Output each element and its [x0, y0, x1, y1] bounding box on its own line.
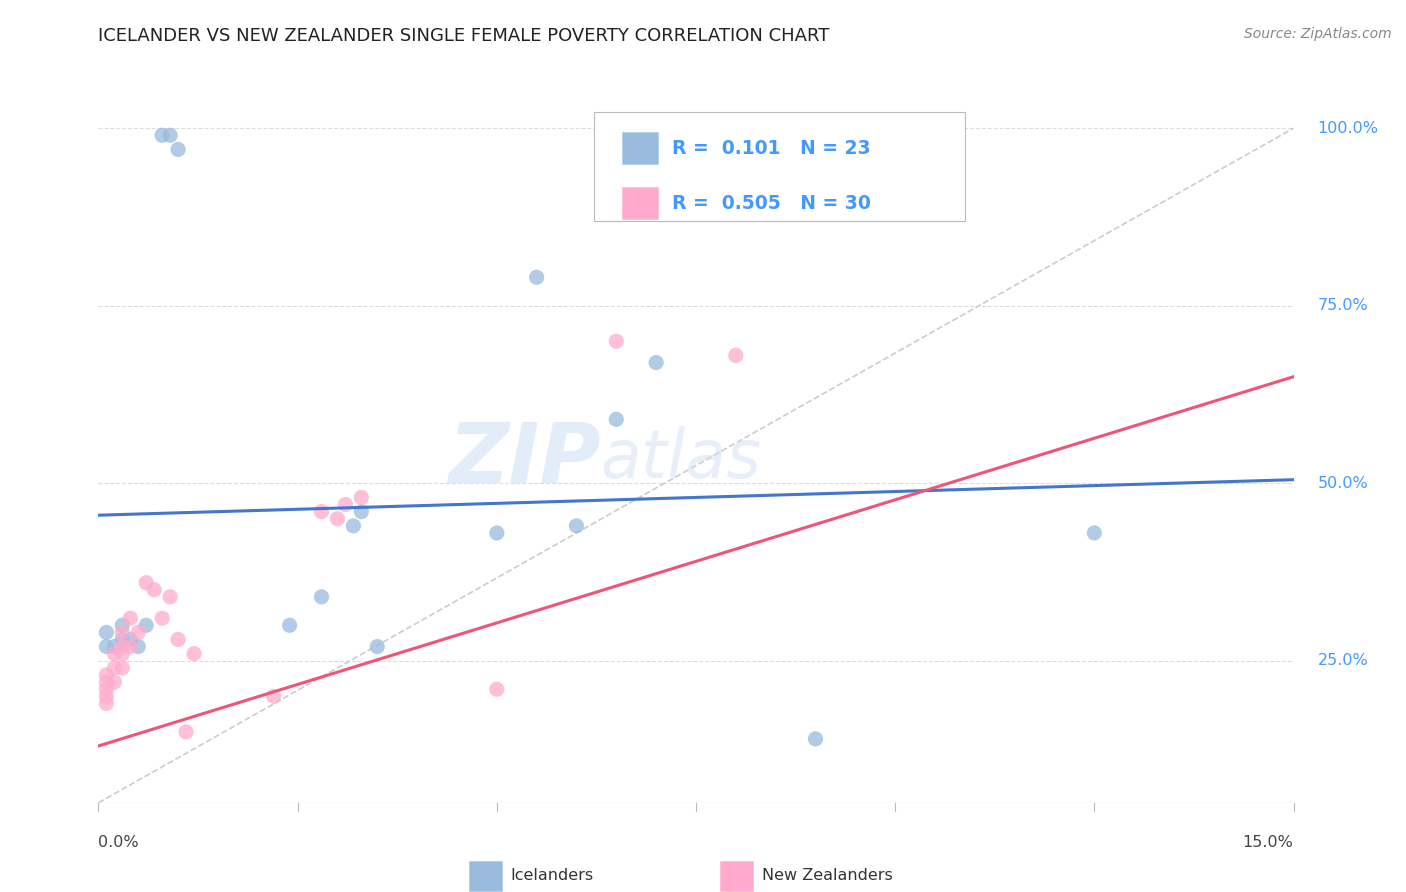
Point: [96, 668, 118, 682]
FancyBboxPatch shape: [621, 187, 658, 219]
Point: [350, 491, 373, 505]
Point: [1083, 525, 1105, 540]
Point: [159, 128, 181, 143]
Point: [127, 625, 149, 640]
Point: [111, 632, 134, 647]
Point: [605, 334, 627, 349]
Point: [183, 647, 205, 661]
Text: R =  0.505   N = 30: R = 0.505 N = 30: [672, 194, 870, 212]
Point: [111, 625, 134, 640]
Text: R =  0.101   N = 23: R = 0.101 N = 23: [672, 138, 870, 158]
Text: ICELANDER VS NEW ZEALANDER SINGLE FEMALE POVERTY CORRELATION CHART: ICELANDER VS NEW ZEALANDER SINGLE FEMALE…: [98, 27, 830, 45]
FancyBboxPatch shape: [470, 862, 502, 890]
Point: [120, 640, 142, 654]
Text: 75.0%: 75.0%: [1317, 298, 1368, 313]
Point: [605, 412, 627, 426]
Point: [96, 690, 118, 704]
Point: [174, 724, 197, 739]
Point: [335, 498, 357, 512]
Point: [311, 505, 333, 519]
Point: [96, 640, 118, 654]
Point: [645, 355, 668, 369]
Point: [278, 618, 301, 632]
Text: Source: ZipAtlas.com: Source: ZipAtlas.com: [1244, 27, 1392, 41]
Point: [111, 661, 134, 675]
Point: [103, 661, 125, 675]
Point: [485, 525, 508, 540]
Text: atlas: atlas: [600, 426, 762, 492]
Point: [143, 582, 166, 597]
Point: [96, 697, 118, 711]
Point: [311, 590, 333, 604]
Point: [135, 618, 157, 632]
Point: [159, 590, 181, 604]
Point: [111, 647, 134, 661]
Point: [724, 348, 747, 362]
Point: [263, 690, 285, 704]
Point: [111, 640, 134, 654]
FancyBboxPatch shape: [595, 112, 965, 221]
FancyBboxPatch shape: [720, 862, 754, 890]
Point: [135, 575, 157, 590]
Text: 50.0%: 50.0%: [1317, 475, 1368, 491]
Point: [96, 625, 118, 640]
Point: [526, 270, 548, 285]
Point: [120, 611, 142, 625]
Point: [103, 675, 125, 690]
Point: [150, 128, 173, 143]
Text: 0.0%: 0.0%: [98, 835, 139, 850]
Point: [167, 632, 190, 647]
Text: 25.0%: 25.0%: [1317, 653, 1368, 668]
Point: [565, 519, 588, 533]
Point: [111, 618, 134, 632]
Text: New Zealanders: New Zealanders: [762, 869, 893, 883]
FancyBboxPatch shape: [621, 132, 658, 164]
Text: ZIP: ZIP: [447, 418, 600, 500]
Point: [366, 640, 388, 654]
Point: [127, 640, 149, 654]
Point: [326, 512, 349, 526]
Point: [350, 505, 373, 519]
Text: 100.0%: 100.0%: [1317, 120, 1378, 136]
Point: [96, 682, 118, 697]
Point: [150, 611, 173, 625]
Text: Icelanders: Icelanders: [510, 869, 593, 883]
Point: [120, 632, 142, 647]
Point: [804, 731, 827, 746]
Point: [167, 143, 190, 157]
Point: [485, 682, 508, 697]
Point: [96, 675, 118, 690]
Point: [103, 647, 125, 661]
Text: 15.0%: 15.0%: [1243, 835, 1294, 850]
Point: [342, 519, 364, 533]
Point: [103, 640, 125, 654]
